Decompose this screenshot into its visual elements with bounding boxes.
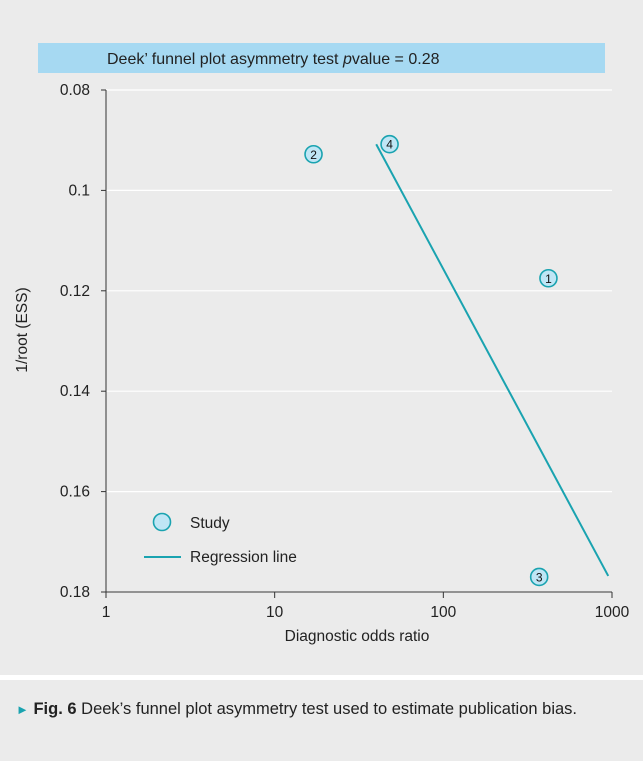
figure-panel: Deek’ funnel plot asymmetry test pvalue … bbox=[0, 0, 643, 675]
regression-line bbox=[375, 143, 610, 577]
caption-panel: ► Fig. 6 Deek’s funnel plot asymmetry te… bbox=[0, 680, 643, 761]
title-bar bbox=[38, 43, 605, 73]
study-point-label: 1 bbox=[545, 272, 552, 286]
caption-body: Deek’s funnel plot asymmetry test used t… bbox=[76, 700, 578, 718]
chart-title-p-value: value = 0.28 bbox=[352, 51, 440, 68]
study-point-label: 3 bbox=[536, 570, 543, 584]
study-point-label: 4 bbox=[386, 138, 393, 152]
y-tick-label: 0.14 bbox=[60, 383, 91, 400]
study-point-label: 2 bbox=[310, 148, 317, 162]
legend-study-label: Study bbox=[190, 515, 230, 532]
caption-marker-icon: ► bbox=[16, 702, 29, 717]
legend-study-marker bbox=[152, 512, 172, 532]
chart-title: Deek’ funnel plot asymmetry test pvalue … bbox=[107, 51, 440, 68]
y-tick-label: 0.08 bbox=[60, 82, 90, 99]
y-tick-label: 0.1 bbox=[68, 182, 90, 199]
y-tick-label: 0.12 bbox=[60, 283, 90, 300]
legend-regression-label: Regression line bbox=[190, 549, 297, 566]
chart-title-p-italic: p bbox=[342, 51, 352, 68]
y-tick-label: 0.16 bbox=[60, 484, 90, 501]
y-axis-label: 1/root (ESS) bbox=[14, 287, 31, 372]
y-tick-label: 0.18 bbox=[60, 584, 90, 601]
x-tick-label: 100 bbox=[430, 604, 456, 621]
caption-label: Fig. 6 bbox=[33, 700, 77, 718]
study-point bbox=[539, 268, 558, 288]
x-tick-label: 1 bbox=[102, 604, 111, 621]
x-axis-label: Diagnostic odds ratio bbox=[285, 628, 430, 645]
figure-caption: ► Fig. 6 Deek’s funnel plot asymmetry te… bbox=[16, 696, 621, 723]
study-point bbox=[529, 567, 549, 587]
funnel-plot-chart: Deek’ funnel plot asymmetry test pvalue … bbox=[14, 43, 630, 645]
chart-title-main: Deek’ funnel plot asymmetry test bbox=[107, 51, 343, 68]
x-tick-label: 10 bbox=[266, 604, 284, 621]
study-point bbox=[304, 144, 323, 164]
x-tick-label: 1000 bbox=[595, 604, 630, 621]
study-point bbox=[380, 134, 399, 154]
